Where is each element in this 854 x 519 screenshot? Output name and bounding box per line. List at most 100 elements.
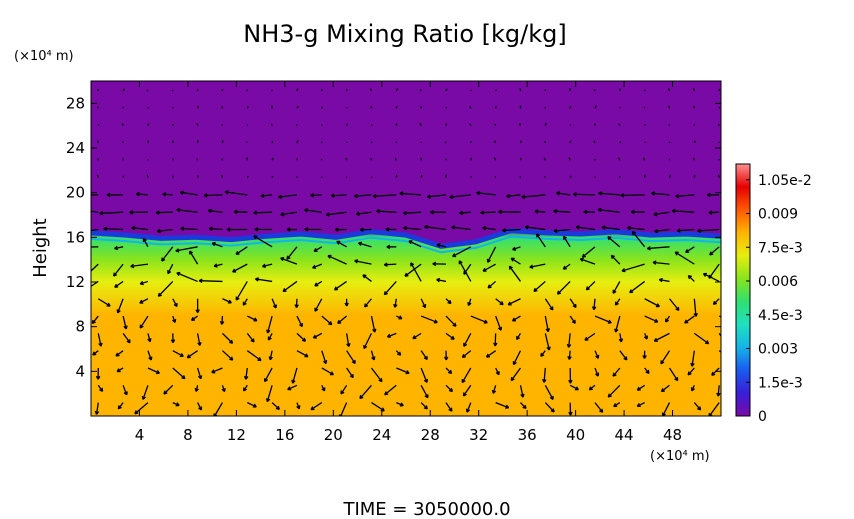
wind-arrow <box>195 298 200 314</box>
wind-arrow <box>480 210 496 215</box>
wind-arrow <box>271 402 280 410</box>
wind-arrow <box>232 263 248 273</box>
wind-arrow <box>646 246 670 251</box>
wind-arrow <box>445 402 453 412</box>
wind-arrow <box>674 251 695 265</box>
wind-arrow <box>134 402 149 415</box>
colorbar-tick-label: 0.006 <box>758 274 798 290</box>
wind-arrow <box>260 193 273 199</box>
plot-frame <box>90 80 722 417</box>
wind-arrow <box>170 333 176 344</box>
wind-arrow <box>465 402 472 413</box>
wind-arrow <box>653 332 670 342</box>
wind-arrow <box>310 402 323 411</box>
wind-arrow <box>147 350 153 361</box>
wind-arrow <box>568 367 573 384</box>
wind-arrow <box>487 280 497 289</box>
chart-title: NH3-g Mixing Ratio [kg/kg] <box>243 20 566 48</box>
wind-arrow <box>396 402 404 407</box>
wind-arrow <box>312 263 323 269</box>
wind-arrow <box>569 315 576 324</box>
wind-arrow <box>242 384 248 392</box>
wind-arrow <box>312 332 323 339</box>
wind-arrow <box>658 277 670 283</box>
wind-arrow <box>106 192 124 198</box>
wind-arrow <box>519 140 522 144</box>
wind-arrow <box>445 315 457 327</box>
wind-arrow <box>221 385 226 393</box>
wind-arrow <box>542 367 547 383</box>
wind-arrow <box>566 333 572 348</box>
wind-arrow <box>376 208 397 214</box>
wind-arrow <box>267 333 273 341</box>
wind-arrow <box>612 281 621 294</box>
wind-arrow <box>162 192 173 197</box>
wind-arrow <box>291 367 298 384</box>
wind-arrow <box>507 298 521 306</box>
wind-arrow <box>591 298 597 311</box>
colorbar-tick-label: 1.5e-3 <box>758 375 803 391</box>
wind-arrow <box>395 88 399 92</box>
x-tick-label: 40 <box>566 426 585 444</box>
wind-arrow <box>122 175 125 178</box>
wind-arrow <box>667 88 671 92</box>
wind-arrow <box>607 236 621 248</box>
y-axis: 4 8 12 16 20 24 28 <box>66 94 721 380</box>
wind-arrow <box>271 140 274 144</box>
wind-arrow <box>594 367 600 377</box>
wind-arrow <box>445 384 453 393</box>
wind-arrow <box>97 124 100 126</box>
wind-arrow <box>485 350 497 358</box>
wind-arrow <box>581 246 596 258</box>
wind-arrow <box>203 193 223 198</box>
wind-arrow <box>445 332 455 340</box>
wind-arrow <box>194 385 199 392</box>
wind-arrow <box>155 210 173 215</box>
wind-arrow <box>333 280 348 291</box>
wind-arrow <box>469 105 472 109</box>
wind-arrow <box>562 263 571 270</box>
wind-arrow <box>156 228 173 234</box>
time-label: TIME = 3050000.0 <box>342 499 510 519</box>
wind-arrow <box>420 384 429 399</box>
wind-arrow <box>426 194 447 199</box>
wind-arrow <box>618 333 624 343</box>
wind-arrow <box>510 257 521 265</box>
wind-arrow <box>211 367 223 374</box>
wind-arrow <box>544 122 547 126</box>
wind-arrow <box>175 246 198 253</box>
wind-arrow <box>594 402 604 413</box>
wind-arrow <box>370 367 383 383</box>
wind-arrow <box>147 367 160 375</box>
wind-arrow <box>585 280 596 291</box>
wind-arrow <box>146 174 149 178</box>
wind-arrow <box>304 208 322 213</box>
wind-arrow <box>97 140 99 144</box>
wind-arrow <box>712 298 720 306</box>
wind-arrow <box>436 243 447 248</box>
wind-arrow <box>189 250 199 265</box>
wind-arrow <box>687 274 695 282</box>
wind-arrow <box>296 402 301 410</box>
wind-arrow <box>278 194 298 200</box>
wind-arrow <box>449 194 471 200</box>
wind-arrow <box>243 367 249 380</box>
wind-arrow <box>567 350 572 360</box>
wind-arrow <box>419 122 422 126</box>
wind-arrow <box>383 281 397 296</box>
wind-arrow <box>97 384 104 392</box>
wind-arrow <box>197 175 199 178</box>
wind-arrow <box>524 225 546 231</box>
wind-arrow <box>697 228 720 234</box>
wind-arrow <box>294 298 299 308</box>
x-unit-label: (×10⁴ m) <box>650 449 710 464</box>
wind-arrow <box>280 256 298 265</box>
wind-arrow <box>113 263 124 277</box>
wind-arrow <box>594 315 612 324</box>
wind-arrow <box>569 384 579 391</box>
wind-arrow <box>117 402 124 410</box>
wind-arrow <box>253 210 273 216</box>
wind-arrow <box>395 106 398 109</box>
wind-arrow <box>430 209 446 215</box>
